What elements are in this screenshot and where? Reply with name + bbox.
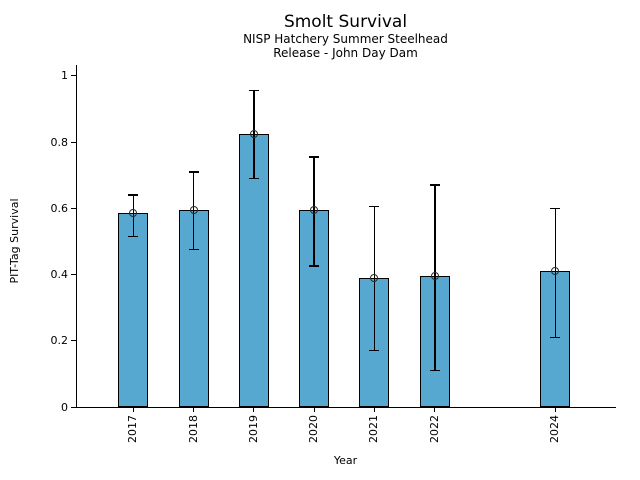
y-tick-mark xyxy=(71,207,76,209)
y-tick-label: 0.6 xyxy=(50,201,69,215)
x-tick-label: 2024 xyxy=(548,415,562,443)
bar-top-marker xyxy=(310,205,319,214)
error-bar-cap-top xyxy=(248,89,259,92)
bar-top-marker xyxy=(249,129,258,138)
bar-top-marker xyxy=(129,209,138,218)
error-bar-cap-top xyxy=(429,184,440,186)
x-tick-mark xyxy=(132,408,134,412)
y-tick-mark xyxy=(71,75,76,77)
x-tick-label: 2022 xyxy=(427,415,441,443)
error-bar-cap-bottom xyxy=(429,369,440,372)
bar-top-marker xyxy=(370,273,379,282)
x-tick-label: 2021 xyxy=(367,415,381,443)
bar-2017 xyxy=(118,213,149,407)
y-tick-mark xyxy=(71,406,76,408)
chart-subtitle-line1: NISP Hatchery Summer Steelhead xyxy=(243,32,448,46)
x-tick-label: 2017 xyxy=(126,415,140,443)
error-bar-cap-bottom xyxy=(128,235,139,238)
title-block: Smolt Survival NISP Hatchery Summer Stee… xyxy=(76,12,615,60)
bar-top-marker xyxy=(189,205,198,214)
error-bar-cap-top xyxy=(550,207,561,209)
y-tick-label: 1 xyxy=(61,69,68,83)
x-tick-mark xyxy=(434,408,436,412)
y-tick-label: 0.4 xyxy=(50,268,69,281)
bar-top-marker xyxy=(551,267,560,276)
y-axis-label: PIT-Tag Survival xyxy=(8,198,21,284)
plot-area xyxy=(76,65,615,407)
x-tick-mark xyxy=(554,408,556,412)
x-tick-mark xyxy=(193,408,195,412)
y-tick-mark xyxy=(71,274,76,275)
x-tick-label: 2019 xyxy=(246,415,260,443)
bar-top-marker xyxy=(430,272,439,281)
error-bar-cap-top xyxy=(128,194,139,196)
error-bar-cap-bottom xyxy=(550,336,561,339)
y-tick-label: 0.2 xyxy=(50,334,69,348)
x-tick-label: 2020 xyxy=(307,415,321,443)
x-axis-spine xyxy=(76,407,616,408)
error-bar-cap-top xyxy=(369,205,380,208)
y-axis-spine xyxy=(76,65,77,408)
error-bar-cap-bottom xyxy=(309,265,320,267)
chart-title: Smolt Survival xyxy=(283,12,408,32)
x-tick-mark xyxy=(313,408,315,412)
chart-subtitle-line2: Release - John Day Dam xyxy=(273,46,418,60)
bar-2019 xyxy=(238,133,269,407)
error-bar-cap-top xyxy=(188,171,199,173)
y-tick-mark xyxy=(71,340,76,342)
y-tick-label: 0 xyxy=(61,400,68,414)
error-bar-cap-bottom xyxy=(188,248,199,251)
error-bar-cap-bottom xyxy=(369,349,380,352)
y-tick-label: 0.8 xyxy=(50,135,69,149)
x-tick-mark xyxy=(373,408,375,412)
error-bar-cap-bottom xyxy=(248,177,259,180)
y-tick-mark xyxy=(71,141,76,143)
x-tick-label: 2018 xyxy=(186,415,200,443)
error-bar-cap-top xyxy=(309,156,320,158)
x-tick-mark xyxy=(253,408,255,412)
x-axis-label: Year xyxy=(333,454,358,467)
